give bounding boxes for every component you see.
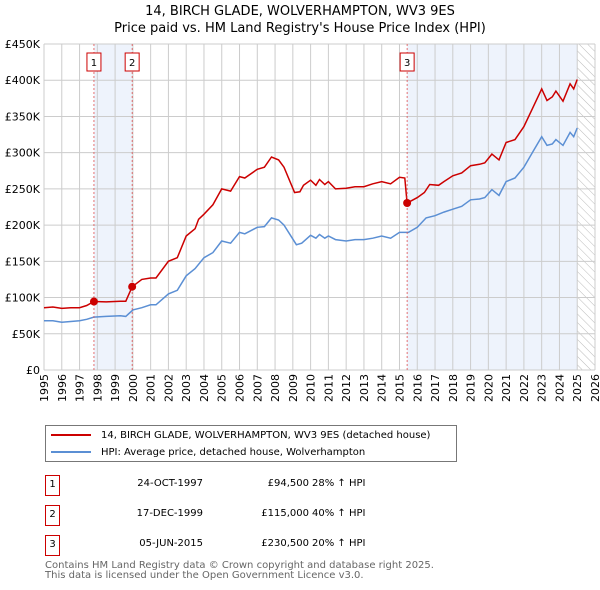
x-tick-label: 2017 xyxy=(429,374,442,402)
sale-date: 17-DEC-1999 xyxy=(136,508,203,519)
x-tick-label: 1996 xyxy=(56,374,69,402)
y-tick-label: £0 xyxy=(26,364,40,377)
sale-marker-badge: 2 xyxy=(45,505,60,526)
x-tick-label: 2003 xyxy=(180,374,193,402)
sale-marker-badge: 3 xyxy=(45,535,60,556)
future-hatch xyxy=(577,44,595,370)
x-tick-label: 1998 xyxy=(91,374,104,402)
x-tick-label: 1997 xyxy=(74,374,87,402)
sale-label-box xyxy=(124,52,140,72)
x-tick-label: 2022 xyxy=(518,374,531,402)
x-tick-label: 2023 xyxy=(536,374,549,402)
sale-label-box xyxy=(399,52,415,72)
y-tick-label: £100K xyxy=(5,292,41,305)
sale-label: 3 xyxy=(404,58,410,69)
sale-label: 1 xyxy=(91,58,97,69)
y-tick-label: £350K xyxy=(5,110,41,123)
price-chart: 1995 1996 1997 1998 1999 2000 2001 2002 2003 2004… xyxy=(5,38,600,402)
x-tick-label: 2019 xyxy=(465,374,478,402)
x-tick-label: 2000 xyxy=(127,374,140,402)
x-tick-label: 2007 xyxy=(251,374,264,402)
sale-date: 24-OCT-1997 xyxy=(137,478,203,489)
x-tick-label: 2015 xyxy=(393,374,406,402)
x-tick-label: 2002 xyxy=(162,374,175,402)
x-tick-label: 2011 xyxy=(322,374,335,402)
x-tick-label: 1999 xyxy=(109,374,122,402)
sale-label-box xyxy=(86,52,102,72)
hpi-line xyxy=(44,127,578,323)
sale-point xyxy=(128,282,137,291)
x-tick-label: 2008 xyxy=(269,374,282,402)
legend-item-hpi: HPI: Average price, detached house, Wolv… xyxy=(51,444,365,460)
sale-row: 1 24-OCT-1997 £94,500 28% ↑ HPI xyxy=(45,475,465,496)
x-tick-label: 2026 xyxy=(589,374,600,402)
sale-hpi-diff: 40% ↑ HPI xyxy=(312,508,366,519)
sale-label: 2 xyxy=(129,58,135,69)
shaded-period xyxy=(407,44,578,370)
x-tick-label: 2006 xyxy=(234,374,247,402)
sale-row: 2 17-DEC-1999 £115,000 40% ↑ HPI xyxy=(45,505,465,526)
x-tick-label: 2021 xyxy=(500,374,513,402)
y-tick-label: £400K xyxy=(5,74,41,87)
legend-swatch-blue xyxy=(51,451,91,453)
chart-subtitle: Price paid vs. HM Land Registry's House … xyxy=(114,21,486,36)
sale-row: 3 05-JUN-2015 £230,500 20% ↑ HPI xyxy=(45,535,465,556)
legend-item-property: 14, BIRCH GLADE, WOLVERHAMPTON, WV3 9ES … xyxy=(51,427,430,443)
y-tick-label: £50K xyxy=(12,328,41,341)
sale-price: £115,000 xyxy=(261,508,309,519)
sale-price: £94,500 xyxy=(267,478,309,489)
sale-hpi-diff: 20% ↑ HPI xyxy=(312,538,366,549)
x-tick-label: 2004 xyxy=(198,374,211,402)
y-tick-label: £200K xyxy=(5,219,41,232)
x-tick-label: 2014 xyxy=(376,374,389,402)
footer-licence: This data is licensed under the Open Gov… xyxy=(45,570,364,581)
legend-swatch-red xyxy=(51,434,91,436)
sale-hpi-diff: 28% ↑ HPI xyxy=(312,478,366,489)
sale-price: £230,500 xyxy=(261,538,309,549)
sale-date: 05-JUN-2015 xyxy=(139,538,203,549)
x-tick-label: 2013 xyxy=(358,374,371,402)
chart-title: 14, BIRCH GLADE, WOLVERHAMPTON, WV3 9ES xyxy=(145,4,455,19)
sale-point xyxy=(89,297,98,306)
legend-label: 14, BIRCH GLADE, WOLVERHAMPTON, WV3 9ES … xyxy=(101,429,431,441)
x-tick-label: 2025 xyxy=(571,374,584,402)
x-tick-label: 2010 xyxy=(305,374,318,402)
x-tick-label: 2020 xyxy=(482,374,495,402)
x-tick-label: 2005 xyxy=(216,374,229,402)
y-tick-label: £450K xyxy=(5,38,41,51)
x-tick-label: 2018 xyxy=(447,374,460,402)
sale-point xyxy=(403,199,412,208)
y-tick-label: £150K xyxy=(5,255,41,268)
y-tick-label: £300K xyxy=(5,147,41,160)
footer: Contains HM Land Registry data © Crown c… xyxy=(45,561,434,581)
x-tick-label: 2009 xyxy=(287,374,300,402)
x-tick-label: 2016 xyxy=(411,374,424,402)
footer-copyright: Contains HM Land Registry data © Crown c… xyxy=(45,560,434,571)
x-tick-label: 1995 xyxy=(38,374,51,402)
shaded-period xyxy=(93,44,133,370)
legend: 14, BIRCH GLADE, WOLVERHAMPTON, WV3 9ES … xyxy=(45,425,457,462)
x-tick-label: 2001 xyxy=(145,374,158,402)
y-tick-label: £250K xyxy=(5,183,41,196)
x-tick-label: 2012 xyxy=(340,374,353,402)
property-price-line xyxy=(43,79,578,310)
x-tick-label: 2024 xyxy=(553,374,566,402)
legend-label: HPI: Average price, detached house, Wolv… xyxy=(101,446,366,458)
sale-marker-badge: 1 xyxy=(45,475,60,496)
